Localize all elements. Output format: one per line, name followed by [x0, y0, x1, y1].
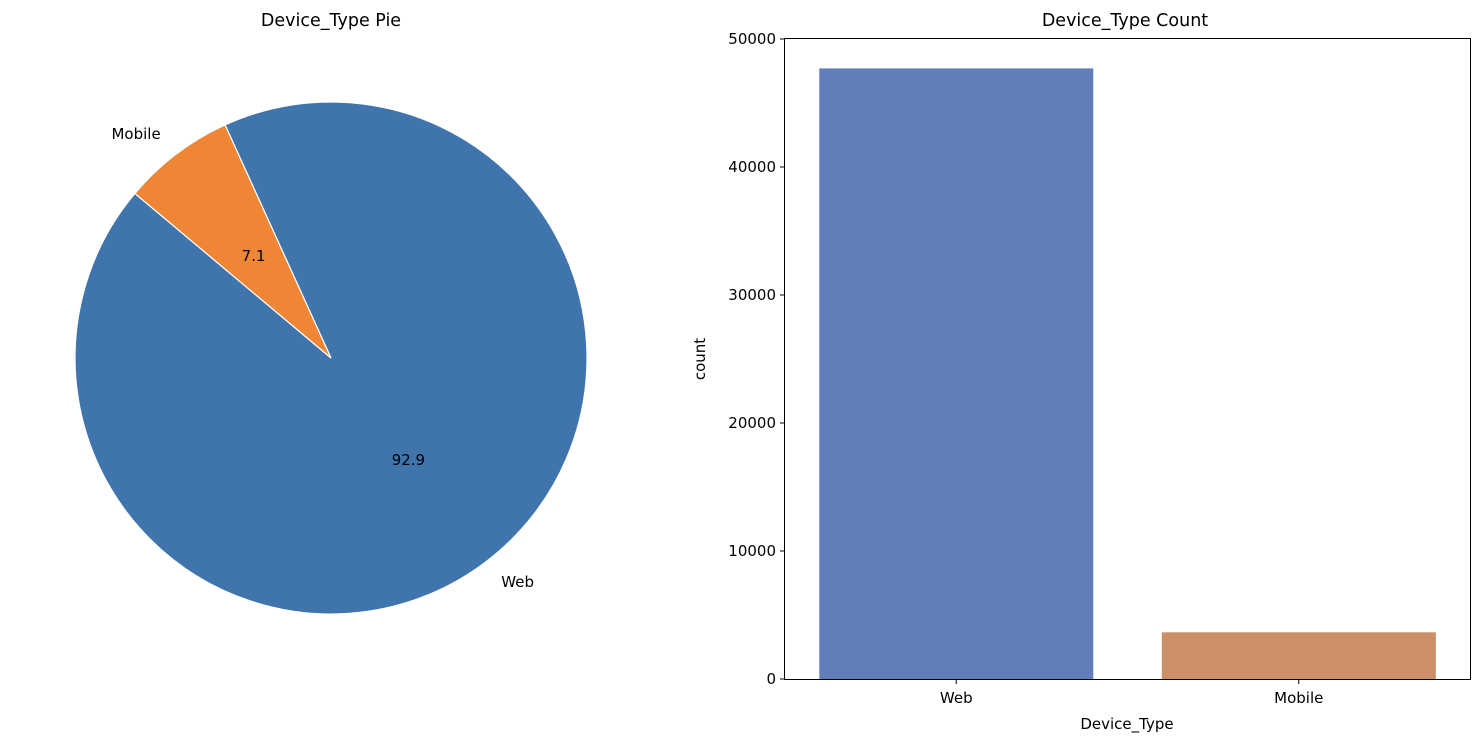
bar-web — [819, 68, 1094, 679]
y-axis-label: count — [691, 338, 709, 380]
x-tick-label-web: Web — [940, 689, 973, 707]
pie-chart: Device_Type Pie Web 92.9 Mobile 7.1 — [74, 11, 588, 615]
bar-title: Device_Type Count — [1042, 11, 1208, 31]
pie-label-web: Web — [501, 573, 534, 591]
pie-pct-label-web: 92.9 — [392, 451, 425, 469]
pie-labels: Web 92.9 Mobile 7.1 — [111, 125, 534, 591]
y-tick-label-20000: 20000 — [728, 414, 776, 432]
bar-mobile — [1161, 632, 1436, 679]
y-tick-label-50000: 50000 — [728, 30, 776, 48]
y-tick-label-40000: 40000 — [728, 158, 776, 176]
x-axis-label: Device_Type — [1080, 715, 1173, 734]
pie-title: Device_Type Pie — [261, 11, 401, 31]
y-tick-label-10000: 10000 — [728, 542, 776, 560]
pie-slices — [74, 101, 588, 615]
y-axis-ticks: 0 10000 20000 30000 40000 50000 — [728, 30, 785, 688]
y-tick-label-0: 0 — [766, 670, 776, 688]
bars — [819, 68, 1436, 679]
pie-label-mobile: Mobile — [111, 125, 160, 143]
pie-slice-mobile — [134, 124, 332, 359]
bar-chart: Device_Type Count 0 10000 20000 30000 40000 5… — [691, 11, 1471, 734]
x-tick-label-mobile: Mobile — [1274, 689, 1323, 707]
y-tick-label-30000: 30000 — [728, 286, 776, 304]
pie-pct-label-mobile: 7.1 — [242, 247, 266, 265]
plot-frame — [784, 38, 1471, 680]
x-axis-ticks: Web Mobile — [940, 679, 1323, 707]
